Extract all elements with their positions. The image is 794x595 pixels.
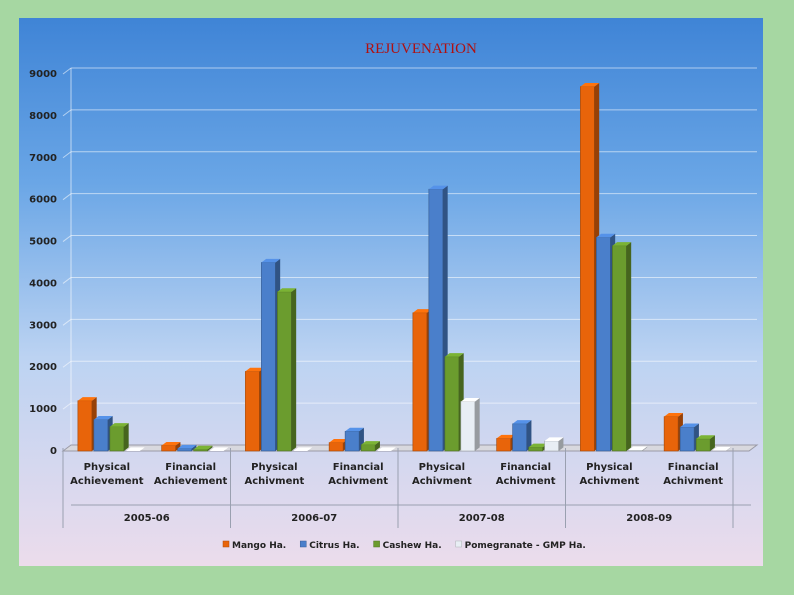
- bar-chart: REJUVENATION 0 1000 2000 3000 4000 5000 6000 70…: [29, 41, 759, 551]
- legend-swatch: [455, 540, 462, 548]
- gridline-side: [62, 277, 72, 284]
- gridline-side: [62, 402, 72, 410]
- legend-swatch: [299, 540, 307, 548]
- bar: [125, 447, 145, 451]
- chart-background: [19, 18, 763, 566]
- bar: [377, 447, 396, 451]
- legend-item: Citrus Ha.: [299, 540, 360, 551]
- bar: [712, 446, 731, 451]
- bar: [428, 185, 448, 452]
- legend-label: Citrus Ha.: [309, 541, 359, 551]
- category-label: Physical Achievement: [70, 462, 144, 487]
- legend-item: Mango Ha.: [222, 540, 286, 551]
- category-labels: Physical Achievement Financial Achievement P…: [62, 448, 751, 528]
- bar: [109, 423, 129, 452]
- bar: [360, 441, 380, 452]
- group-label: 2006-07: [291, 513, 337, 524]
- gridlines: [61, 67, 759, 452]
- group-label: 2008-09: [626, 513, 672, 524]
- bar: [612, 242, 632, 452]
- y-tick-label: 7000: [29, 153, 57, 164]
- gridline-side: [62, 193, 72, 201]
- bar: [293, 447, 313, 451]
- legend-label: Mango Ha.: [232, 541, 286, 551]
- category-label: Financial Achivment: [328, 462, 388, 487]
- y-tick-label: 8000: [29, 111, 57, 122]
- legend-label: Pomegranate - GMP Ha.: [465, 541, 586, 551]
- bar: [628, 446, 648, 452]
- gridline-side: [62, 235, 72, 242]
- gridline-side: [62, 151, 72, 159]
- bar: [663, 413, 683, 452]
- category-label: Financial Achivment: [663, 462, 723, 487]
- legend-swatch: [222, 540, 230, 548]
- category-label: Financial Achivment: [496, 462, 556, 487]
- bar: [544, 437, 564, 452]
- bar: [277, 288, 297, 452]
- y-tick-label: 2000: [29, 362, 57, 373]
- y-tick-label: 4000: [29, 278, 57, 289]
- gridline-side: [62, 318, 72, 326]
- category-label: Physical Achivment: [244, 462, 304, 487]
- category-label: Physical Achivment: [579, 462, 639, 487]
- bar: [177, 444, 197, 452]
- bar: [209, 447, 229, 451]
- bars: [77, 82, 731, 452]
- category-label: Physical Achivment: [412, 462, 472, 487]
- chart-frame: REJUVENATION 0 1000 2000 3000 4000 5000 6000 70…: [19, 18, 763, 566]
- gridline-side: [62, 109, 72, 117]
- category-label: Financial Achievement: [154, 462, 228, 487]
- y-tick-label: 1000: [29, 404, 57, 415]
- gridline-side: [62, 67, 72, 75]
- bar: [460, 397, 480, 452]
- y-tick-label: 5000: [29, 237, 57, 248]
- bar: [695, 435, 715, 452]
- y-tick-label: 0: [50, 446, 57, 457]
- legend-swatch: [373, 540, 380, 548]
- bar: [77, 397, 97, 452]
- legend-item: Pomegranate - GMP Ha.: [455, 540, 586, 551]
- y-tick-label: 9000: [29, 69, 57, 80]
- y-tick-label: 3000: [29, 320, 57, 331]
- legend: Mango Ha. Citrus Ha. Cashew Ha. Pomegranate…: [222, 540, 586, 551]
- y-axis-ticks: 0 1000 2000 3000 4000 5000 6000 7000 8000 9000: [29, 69, 57, 457]
- legend-item: Cashew Ha.: [373, 540, 442, 551]
- bar: [512, 420, 532, 452]
- y-tick-label: 6000: [29, 195, 57, 206]
- bar: [679, 423, 699, 452]
- group-label: 2005-06: [124, 513, 170, 524]
- group-label: 2007-08: [459, 513, 505, 524]
- gridline-side: [62, 360, 72, 368]
- chart-title: REJUVENATION: [365, 41, 477, 57]
- legend-label: Cashew Ha.: [383, 541, 442, 551]
- bar: [193, 445, 213, 452]
- bar: [161, 441, 181, 452]
